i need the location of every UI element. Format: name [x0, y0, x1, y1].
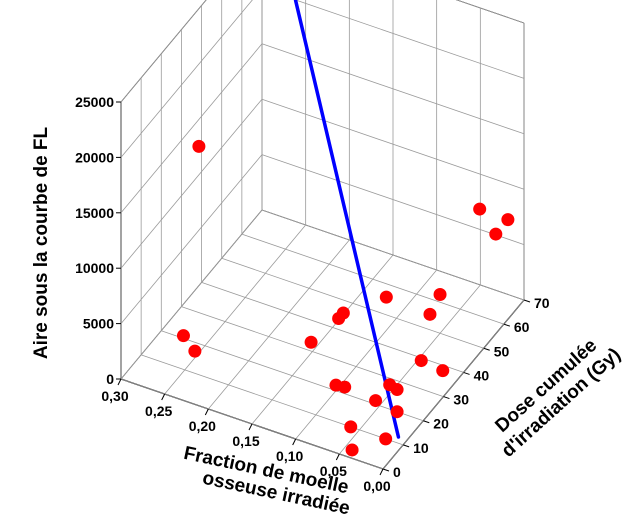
z-tick-label: 10000: [75, 260, 114, 276]
y-tick-label: 50: [494, 343, 510, 359]
y-tick-label: 30: [453, 392, 469, 408]
y-tick-mark: [402, 444, 410, 448]
x-tick-label: 0,20: [189, 418, 216, 434]
y-tick-label: 40: [474, 367, 490, 383]
fit-line: [293, 0, 401, 439]
data-point: [344, 420, 358, 434]
floor-grid-line-x: [339, 284, 481, 455]
x-tick-mark: [292, 438, 297, 446]
floor-grid-line-y: [221, 257, 484, 349]
data-point: [332, 311, 346, 325]
floor-grid-line-y: [241, 233, 504, 325]
z-tick-label: 25000: [75, 94, 114, 110]
x-tick-label: 0,05: [320, 463, 347, 479]
data-point: [345, 443, 359, 457]
data-points: [176, 139, 515, 457]
side-wall-grid-line-z: [120, 0, 253, 158]
data-point: [473, 202, 487, 216]
x-tick-label: 0,30: [101, 388, 128, 404]
data-point: [192, 139, 206, 153]
y-tick-mark: [423, 420, 430, 424]
z-axis-title: Aire sous la courbe de FL: [31, 126, 52, 359]
floor-grid-line-x: [295, 269, 437, 440]
data-point: [414, 354, 428, 368]
data-point: [390, 405, 404, 419]
data-point: [436, 364, 450, 378]
back-wall-grid-line-z: [261, 43, 525, 135]
back-wall-grid-line-z: [261, 209, 525, 301]
z-tick-label: 15000: [75, 205, 114, 221]
side-wall-grid-line-z: [120, 154, 263, 324]
z-tick-label: 20000: [75, 149, 114, 165]
floor-grid-line-y: [141, 354, 404, 446]
data-point: [188, 344, 202, 358]
floor-grid-line-x: [164, 224, 306, 395]
back-wall-grid-line-z: [261, 154, 525, 245]
side-wall-grid-line-z: [120, 209, 263, 380]
data-point: [501, 213, 515, 227]
side-wall-grid-line-z: [120, 0, 207, 103]
floor-grid-line-y: [181, 306, 444, 397]
side-wall-grid-line-z: [120, 98, 263, 269]
x-tick-mark: [248, 423, 253, 431]
y-tick-mark: [523, 299, 531, 303]
data-point: [304, 335, 318, 349]
floor-grid-line-x: [251, 254, 394, 425]
y-tick-label: 10: [413, 440, 429, 456]
y-tick-mark: [463, 371, 470, 375]
x-tick-mark: [335, 453, 340, 461]
x-tick-label: 0,10: [276, 448, 303, 464]
data-point: [423, 307, 437, 321]
z-tick-label: 5000: [83, 316, 114, 332]
y-tick-mark: [382, 468, 390, 472]
y-tick-label: 20: [433, 416, 449, 432]
x-tick-mark: [379, 468, 384, 476]
y-tick-mark: [483, 347, 490, 351]
floor-grid-line-x: [382, 299, 525, 470]
x-tick-label: 0,15: [232, 433, 259, 449]
top-left-edge: [120, 0, 207, 103]
data-point: [379, 432, 393, 446]
x-tick-mark: [204, 408, 209, 416]
data-point: [433, 288, 447, 302]
y-tick-label: 0: [393, 464, 401, 480]
back-wall-grid-line-z: [261, 98, 525, 190]
back-wall-grid-line-z: [294, 0, 525, 79]
data-point: [379, 290, 393, 304]
data-point: [489, 227, 503, 241]
x-tick-label: 0,25: [145, 403, 172, 419]
tick-labels: 0,300,250,200,150,100,050,00010203040506…: [75, 94, 550, 494]
data-point: [390, 383, 404, 397]
data-point: [369, 394, 383, 408]
y-tick-mark: [503, 323, 511, 327]
grid-lines: [120, 0, 525, 470]
fit-line-layer: [293, 0, 401, 439]
back-wall-grid-line-z: [455, 0, 525, 24]
side-wall-grid-line-z: [120, 43, 263, 214]
floor-grid-line-y: [161, 330, 424, 422]
z-tick-label: 0: [106, 371, 114, 387]
x-tick-mark: [161, 393, 166, 401]
data-point: [176, 329, 190, 343]
y-tick-label: 60: [514, 319, 530, 335]
y-tick-label: 70: [534, 295, 550, 311]
x-tick-mark: [117, 378, 122, 386]
floor-grid-line-x: [208, 239, 350, 410]
x-tick-label: 0,00: [363, 478, 390, 494]
data-point: [329, 378, 343, 392]
y-tick-mark: [443, 396, 450, 400]
